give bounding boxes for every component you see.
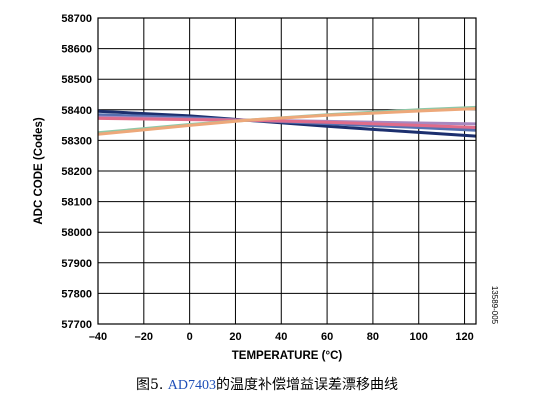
caption-link-ad7403[interactable]: AD7403 xyxy=(167,378,217,393)
x-tick-label-6: 80 xyxy=(367,331,379,343)
y-tick-label-8: 58500 xyxy=(61,74,92,86)
x-axis-label: TEMPERATURE (°C) xyxy=(232,350,343,362)
series-line-5 xyxy=(97,107,477,136)
x-tick-label-4: 40 xyxy=(275,331,287,343)
y-axis-label: ADC CODE (Codes) xyxy=(33,117,45,225)
series-line-3 xyxy=(97,116,477,129)
caption-suffix: 的温度补偿增益误差漂移曲线 xyxy=(216,377,399,393)
y-tick-label-3: 58000 xyxy=(61,227,92,239)
x-tick-label-2: 0 xyxy=(187,331,193,343)
chart: 57700 57800 57900 58000 58100 58200 58300 58400… xyxy=(33,13,499,362)
y-tick-label-9: 58600 xyxy=(61,44,92,56)
x-tick-label-1: –20 xyxy=(135,331,153,343)
y-tick-label-4: 58100 xyxy=(61,197,92,209)
x-tick-label-5: 60 xyxy=(321,331,333,343)
y-tick-label-2: 57900 xyxy=(61,258,92,270)
y-tick-label-1: 57800 xyxy=(61,288,92,300)
y-tick-labels: 57700 57800 57900 58000 58100 58200 58300 58400… xyxy=(61,13,92,331)
caption-prefix: 图5. xyxy=(135,377,168,393)
x-tick-label-7: 100 xyxy=(410,331,428,343)
x-tick-label-0: –40 xyxy=(89,331,107,343)
grid xyxy=(97,17,476,325)
plot-frame xyxy=(97,17,477,325)
series-lines xyxy=(97,105,477,138)
y-tick-label-0: 57700 xyxy=(61,319,92,331)
y-tick-label-10: 58700 xyxy=(61,13,92,25)
figure-caption: 图5. AD7403的温度补偿增益误差漂移曲线 xyxy=(0,374,534,394)
x-tick-labels: –40 –20 0 20 40 60 80 100 120 xyxy=(89,331,474,343)
y-tick-label-6: 58300 xyxy=(61,135,92,147)
y-tick-label-5: 58200 xyxy=(61,166,92,178)
figure-id-annotation: 13589-005 xyxy=(490,286,499,325)
x-tick-label-8: 120 xyxy=(455,331,473,343)
y-tick-label-7: 58400 xyxy=(61,105,92,117)
x-tick-label-3: 20 xyxy=(229,331,241,343)
